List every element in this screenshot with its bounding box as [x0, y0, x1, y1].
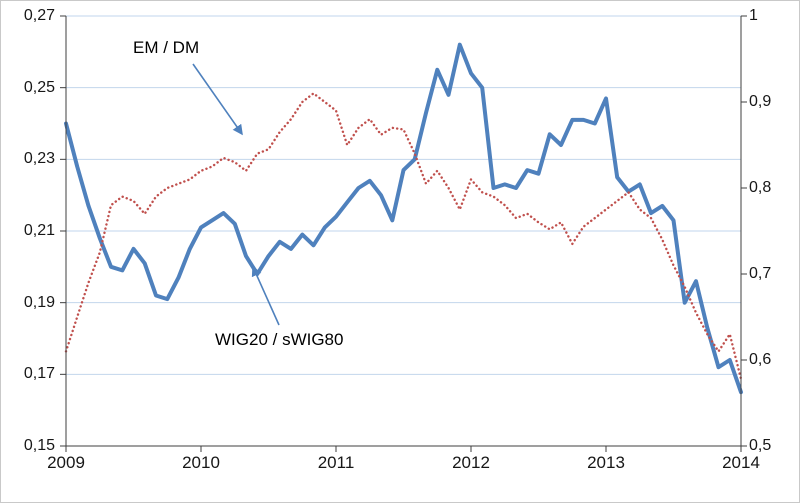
left-axis-tick-label: 0,15 — [23, 437, 55, 454]
x-axis-tick-label: 2009 — [47, 453, 85, 472]
x-axis-tick-label: 2011 — [317, 453, 355, 472]
left-axis-tick-label: 0,21 — [23, 222, 55, 239]
annotation-em-dm: EM / DM — [133, 38, 200, 57]
annotation-arrow — [192, 63, 243, 136]
right-axis-tick-label: 0,7 — [749, 265, 772, 282]
left-axis-tick-label: 0,19 — [23, 293, 55, 311]
x-axis-tick-label: 2010 — [182, 453, 220, 472]
annotation-wig20-swig80: WIG20 / sWIG80 — [215, 330, 344, 349]
x-axis-tick-label: 2012 — [452, 453, 490, 472]
series-line-wig20-swig80 — [64, 42, 743, 395]
right-axis-tick-label: 1 — [749, 7, 758, 24]
series-line-em-dm — [64, 92, 743, 381]
right-axis-tick-label: 0,9 — [749, 93, 772, 110]
right-axis-tick-label: 0,8 — [749, 179, 772, 196]
annotation-arrow — [251, 265, 280, 326]
left-axis-tick-label: 0,17 — [23, 365, 55, 383]
right-axis-tick-label: 0,6 — [749, 351, 772, 368]
left-axis-tick-label: 0,25 — [23, 78, 55, 96]
left-axis-tick-label: 0,23 — [23, 150, 55, 168]
x-axis-tick-label: 2014 — [722, 453, 760, 472]
right-axis-tick-label: 0,5 — [749, 437, 772, 454]
left-axis-tick-label: 0,27 — [23, 7, 55, 24]
x-axis-tick-label: 2013 — [587, 453, 625, 472]
